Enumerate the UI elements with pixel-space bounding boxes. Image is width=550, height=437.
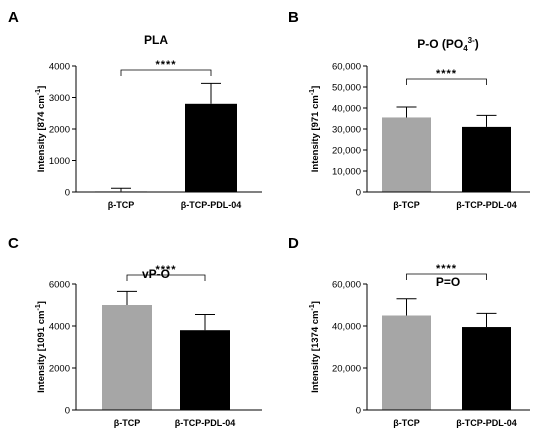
category-label-2: β-TCP-PDL-04 [175, 418, 236, 428]
significance-bracket [406, 78, 487, 85]
bar-1 [102, 305, 152, 410]
y-axis-label: Intensity [1374 cm-1] [309, 301, 321, 393]
chart-title: PLA [144, 33, 168, 47]
panel-letter: A [8, 9, 19, 26]
panel-letter: B [288, 9, 299, 26]
panel-a: A PLA Intensity [874 cm-1] β-TCP β-TCP-PDL-0… [8, 9, 262, 210]
y-tick-label: 50,000 [332, 83, 361, 94]
y-tick-label: 60,000 [332, 62, 361, 73]
y-tick-label: 2000 [49, 125, 70, 136]
y-tick-label: 1000 [49, 156, 70, 167]
chart-title: vP-O [142, 267, 170, 281]
panel-letter: D [288, 235, 299, 252]
y-tick-label: 2000 [49, 364, 70, 375]
bar-2 [180, 330, 230, 410]
chart-title: P-O (PO43-) [417, 36, 479, 53]
y-axis-label: Intensity [1091 cm-1] [35, 301, 47, 393]
y-tick-label: 60,000 [332, 280, 361, 291]
y-axis-label: Intensity [874 cm-1] [35, 86, 47, 173]
panel-letter: C [8, 235, 19, 252]
category-label-2: β-TCP-PDL-04 [456, 200, 517, 210]
bar-2 [462, 126, 511, 192]
y-tick-label: 0 [65, 406, 70, 417]
bar-1 [382, 117, 431, 192]
significance-bracket [406, 273, 487, 280]
y-tick-label: 0 [356, 406, 361, 417]
category-label-2: β-TCP-PDL-04 [456, 418, 517, 428]
category-label-1: β-TCP [393, 418, 420, 428]
significance-label: **** [155, 59, 176, 71]
panel-c: CvP-O Intensity [1091 cm-1] β-TCP β-TCP-PDL… [8, 235, 262, 428]
significance-bracket [120, 69, 212, 76]
significance-bracket [126, 274, 206, 281]
y-tick-label: 6000 [49, 280, 70, 291]
category-label-1: β-TCP [393, 200, 420, 210]
panel-b: B P-O (PO43-) Intensity [971 cm-1] β-TCP β-T… [288, 9, 530, 210]
significance-label: **** [155, 264, 176, 276]
significance-label: **** [436, 68, 457, 80]
y-tick-label: 0 [356, 188, 361, 199]
category-label-1: β-TCP [114, 418, 141, 428]
y-tick-label: 0 [65, 188, 70, 199]
y-tick-label: 30,000 [332, 125, 361, 136]
significance-label: **** [436, 263, 457, 275]
category-label-1: β-TCP [108, 200, 135, 210]
bar-2 [185, 103, 237, 192]
y-axis-label: Intensity [971 cm-1] [309, 86, 321, 173]
y-tick-label: 40,000 [332, 322, 361, 333]
chart-title: P=O [436, 275, 460, 289]
y-tick-label: 4000 [49, 322, 70, 333]
y-tick-label: 3000 [49, 93, 70, 104]
y-tick-label: 20,000 [332, 364, 361, 375]
y-tick-label: 40,000 [332, 104, 361, 115]
y-tick-label: 20,000 [332, 146, 361, 157]
bar-1 [382, 315, 431, 410]
y-tick-label: 4000 [49, 62, 70, 73]
panel-d: D P=O Intensity [1374 cm-1] β-TCP β-TCP-PDL-… [288, 235, 530, 428]
bar-2 [462, 327, 511, 410]
y-tick-label: 10,000 [332, 167, 361, 178]
category-label-2: β-TCP-PDL-04 [181, 200, 242, 210]
